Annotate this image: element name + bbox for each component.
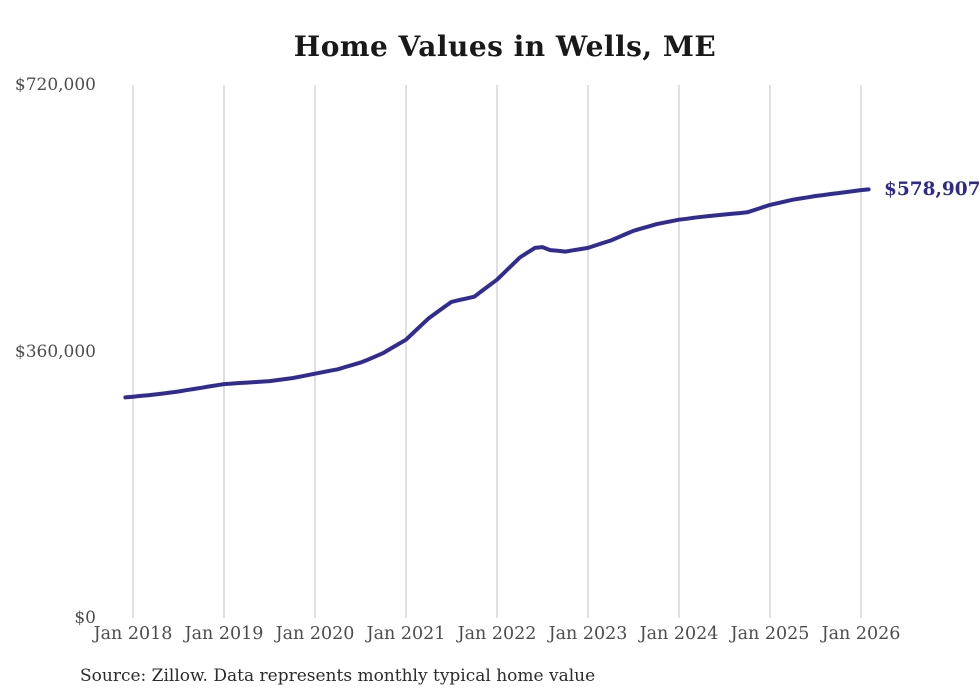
x-tick-label: Jan 2023 bbox=[548, 624, 628, 644]
x-tick-label: Jan 2018 bbox=[93, 624, 173, 644]
end-value-label: $578,907 bbox=[884, 179, 980, 200]
x-tick-label: Jan 2022 bbox=[457, 624, 537, 644]
x-tick-label: Jan 2020 bbox=[275, 624, 355, 644]
gridline-group bbox=[132, 85, 862, 618]
x-tick-label: Jan 2019 bbox=[184, 624, 264, 644]
home-value-line bbox=[123, 187, 871, 400]
x-tick-label: Jan 2021 bbox=[366, 624, 446, 644]
y-tick-label: $360,000 bbox=[14, 341, 96, 362]
source-note: Source: Zillow. Data represents monthly … bbox=[80, 666, 596, 686]
x-tick-label: Jan 2024 bbox=[639, 624, 719, 644]
x-tick-label: Jan 2026 bbox=[821, 624, 901, 644]
y-tick-label: $720,000 bbox=[14, 75, 96, 95]
chart-title: Home Values in Wells, ME bbox=[293, 30, 717, 63]
y-tick-label: $0 bbox=[74, 608, 96, 628]
x-tick-label: Jan 2025 bbox=[730, 624, 810, 644]
